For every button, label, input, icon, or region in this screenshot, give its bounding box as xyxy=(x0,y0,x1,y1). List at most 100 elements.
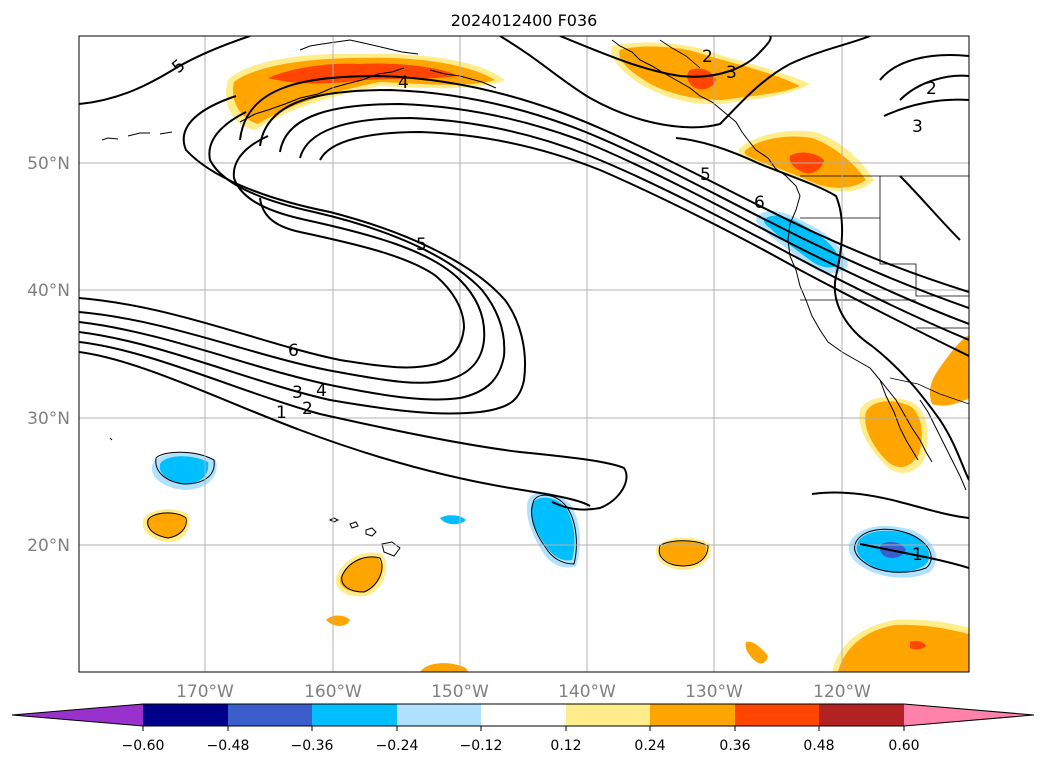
lon-label: 130°W xyxy=(685,682,743,702)
anomaly-patch-southeast-corner-core xyxy=(838,624,969,672)
island-outline-south xyxy=(658,540,709,567)
anomaly-patch-alaska-max xyxy=(687,68,716,90)
colorbar-segment xyxy=(566,704,650,726)
island-small xyxy=(109,437,113,441)
contour-label: 4 xyxy=(316,381,327,401)
colorbar-tick-labels: −0.60 −0.48 −0.36 −0.24 −0.12 0.12 0.24 … xyxy=(122,738,920,754)
island-outline-west xyxy=(155,451,215,485)
contour-label: 3 xyxy=(292,383,303,403)
anomaly-patch-west-25n-core xyxy=(159,456,209,484)
anomaly-patch-mexico-east xyxy=(929,335,969,406)
anomaly-patch-tiny-south xyxy=(745,641,768,664)
hawaiian-islands xyxy=(328,517,401,557)
lon-label: 160°W xyxy=(304,682,362,702)
island-outline-southeast xyxy=(854,528,932,573)
anomaly-patch-central-south-core xyxy=(659,540,707,566)
contour-line-18 xyxy=(859,543,969,569)
lat-label: 30°N xyxy=(27,409,70,429)
colorbar-tick-label: −0.24 xyxy=(376,738,419,754)
contour-line-9 xyxy=(279,102,969,325)
contour-labels: 5 4 2 3 2 3 5 6 5 6 3 4 1 2 1 xyxy=(168,47,936,565)
contour-line-13 xyxy=(499,36,871,129)
contour-label: 1 xyxy=(912,545,923,565)
colorbar: −0.60 −0.48 −0.36 −0.24 −0.12 0.12 0.24 … xyxy=(11,703,1035,754)
contour-line-17 xyxy=(811,491,969,519)
contour-label: 6 xyxy=(754,193,765,213)
contour-line-15 xyxy=(879,54,969,117)
colorbar-tick-label: −0.36 xyxy=(291,738,334,754)
anomaly-patch-southeast-corner-max xyxy=(910,641,926,650)
border-alaska-canada xyxy=(659,39,701,69)
colorbar-tick-label: −0.60 xyxy=(122,738,165,754)
colorbar-tick-label: −0.12 xyxy=(460,738,503,754)
contour-line-3 xyxy=(79,95,526,415)
colorbar-segment xyxy=(735,704,819,726)
colorbar-tick-label: 0.12 xyxy=(550,738,581,754)
contour-label: 2 xyxy=(302,399,313,419)
anomaly-patch-hawaii-south-core xyxy=(339,557,382,593)
political-boundaries xyxy=(659,39,969,405)
colorbar-tick-label: −0.48 xyxy=(207,738,250,754)
contour-line-4 xyxy=(79,111,506,401)
lat-label: 20°N xyxy=(27,536,70,556)
colorbar-segment xyxy=(481,704,566,726)
anomaly-patch-small-south xyxy=(326,615,350,626)
colorbar-segment xyxy=(397,704,481,726)
lon-label: 150°W xyxy=(431,682,489,702)
contour-label: 5 xyxy=(416,235,427,255)
contour-label: 2 xyxy=(926,79,937,99)
colorbar-ticks xyxy=(142,726,905,731)
coastlines xyxy=(101,39,967,593)
contour-line-2 xyxy=(79,341,628,511)
map-content: 5 4 2 3 2 3 5 6 5 6 3 4 1 2 1 xyxy=(79,36,969,672)
contour-line-19 xyxy=(899,175,961,241)
contour-line-6 xyxy=(79,197,466,369)
coastline-baja xyxy=(879,379,919,461)
chart-title: 2024012400 F036 xyxy=(451,11,598,30)
colorbar-extend-min xyxy=(12,704,143,726)
contour-line-11 xyxy=(239,74,969,293)
lon-label: 140°W xyxy=(558,682,616,702)
lat-axis-labels: 20°N 30°N 40°N 50°N xyxy=(27,154,70,556)
island-outline-hawaii-south xyxy=(341,556,383,593)
border-us-mexico xyxy=(889,377,969,405)
contour-line-8 xyxy=(299,116,969,341)
colorbar-tick-label: 0.24 xyxy=(634,738,665,754)
lat-label: 50°N xyxy=(27,154,70,174)
lat-label: 40°N xyxy=(27,281,70,301)
lon-label: 120°W xyxy=(813,682,871,702)
lon-axis-labels: 170°W 160°W 150°W 140°W 130°W 120°W xyxy=(176,682,871,702)
lon-label: 170°W xyxy=(176,682,234,702)
colorbar-segment xyxy=(819,704,904,726)
map-frame xyxy=(78,35,970,673)
contour-label: 5 xyxy=(700,165,711,185)
contour-line-12 xyxy=(79,36,251,105)
colorbar-segment xyxy=(143,704,228,726)
contour-line-16 xyxy=(675,137,969,481)
gridlines xyxy=(79,36,969,672)
contour-label: 1 xyxy=(276,403,287,423)
colorbar-tick-label: 0.60 xyxy=(888,738,919,754)
contour-lines xyxy=(79,36,969,569)
island-outline-central xyxy=(531,494,577,565)
contour-line-5 xyxy=(79,135,486,384)
contour-line-1 xyxy=(79,351,591,507)
contour-line-14 xyxy=(559,36,772,78)
coastline-mainland-mexico xyxy=(919,399,967,491)
anomaly-patch-bottom-edge xyxy=(420,663,468,672)
colorbar-segment xyxy=(650,704,735,726)
contour-line-10 xyxy=(259,88,969,309)
anomaly-patch-west-20n-core xyxy=(146,512,186,538)
contour-label: 3 xyxy=(912,117,923,137)
contour-label: 4 xyxy=(398,73,409,93)
contour-label: 2 xyxy=(702,47,713,67)
coastline-alaska-panhandle xyxy=(611,39,769,159)
contour-label: 3 xyxy=(726,63,737,83)
colorbar-tick-label: 0.36 xyxy=(719,738,750,754)
colorbar-tick-label: 0.48 xyxy=(803,738,834,754)
island-outline-west-20n xyxy=(147,512,187,539)
contour-line-7 xyxy=(319,130,969,357)
coastline-west-coast xyxy=(767,157,933,463)
map-panel: 5 4 2 3 2 3 5 6 5 6 3 4 1 2 1 xyxy=(78,35,970,673)
